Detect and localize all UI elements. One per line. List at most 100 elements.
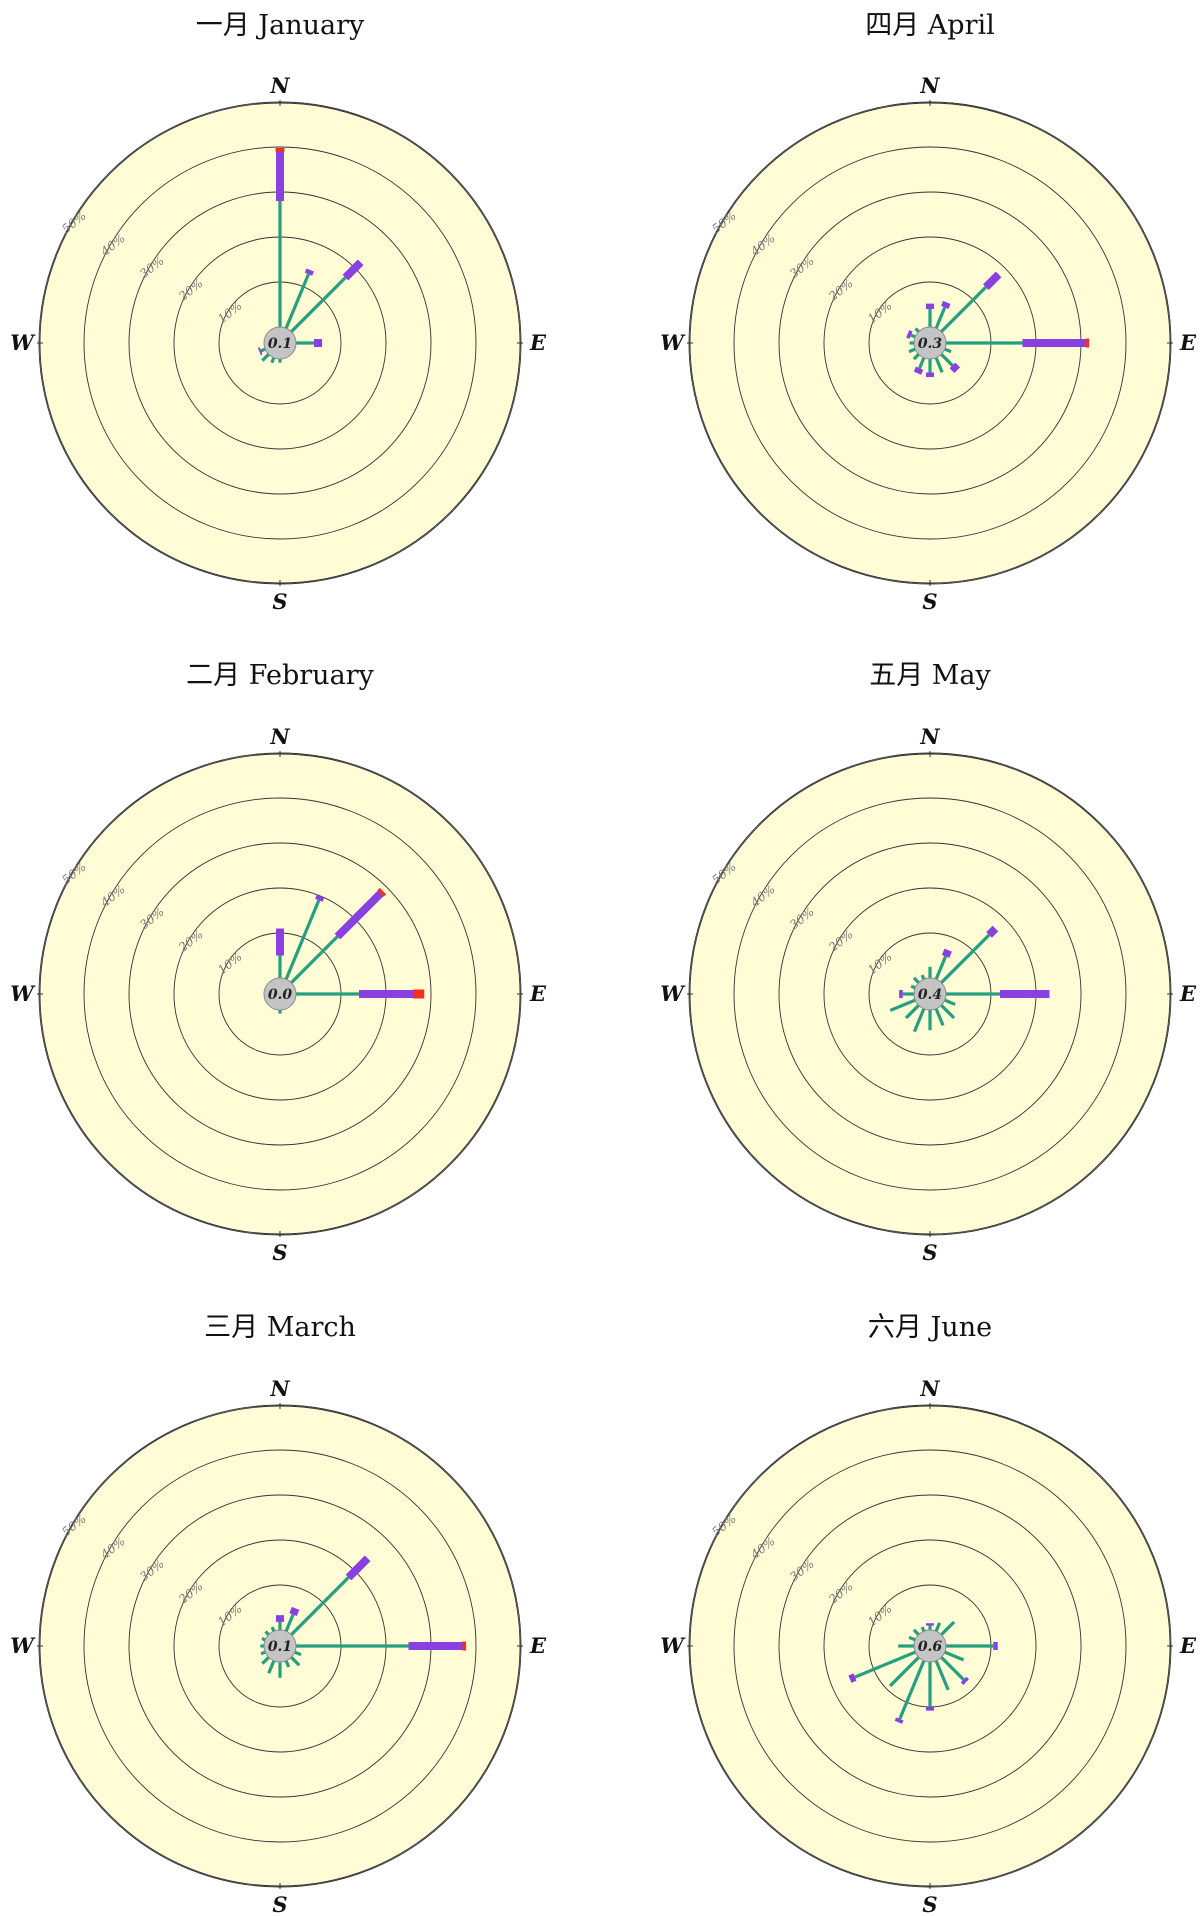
compass-s: S	[272, 1892, 287, 1916]
spoke-ssw-0	[918, 357, 926, 369]
spoke-ne-0	[290, 1576, 350, 1636]
spoke-wnw-1	[906, 330, 913, 339]
spoke-ne-1	[983, 271, 1002, 290]
chart-title: 一月 January	[196, 10, 365, 41]
spoke-nne-1	[941, 948, 952, 958]
spoke-ssw-0	[912, 1008, 926, 1033]
compass-n: N	[269, 1376, 290, 1401]
compass-w: W	[10, 330, 36, 355]
spoke-wnw-0	[910, 984, 916, 990]
spoke-sw-0	[904, 1004, 920, 1020]
calm-value: 0.4	[918, 987, 942, 1003]
spoke-ne-1	[986, 925, 999, 938]
calm-circle	[913, 1629, 947, 1663]
spoke-nnw-0	[920, 1626, 926, 1632]
compass-w: W	[10, 1633, 36, 1658]
spoke-ssw-1	[913, 366, 924, 375]
spoke-sse-0	[284, 1660, 291, 1668]
calm-value: 0.0	[268, 987, 293, 1003]
calm-circle	[263, 1629, 297, 1663]
spoke-ssw-1	[894, 1717, 904, 1724]
compass-n: N	[919, 1376, 940, 1401]
spoke-ese-0	[944, 998, 956, 1006]
spoke-nne-1	[315, 894, 325, 902]
spoke-wsw-0	[889, 998, 916, 1012]
spoke-wsw-1	[257, 347, 263, 356]
spoke-ne-1	[334, 890, 384, 940]
compass-w: W	[660, 330, 686, 355]
spoke-se-0	[940, 1004, 956, 1020]
spoke-se-0	[940, 1656, 965, 1681]
spoke-sse-0	[934, 1008, 945, 1027]
compass-s: S	[272, 589, 287, 614]
spoke-wsw-1	[848, 1673, 857, 1683]
spoke-ne-0	[290, 276, 347, 333]
spoke-wnw-0	[261, 1637, 266, 1642]
calm-value: 0.1	[268, 1639, 292, 1655]
spoke-nnw-0	[270, 1626, 276, 1632]
spoke-sw-0	[888, 1656, 920, 1688]
calm-circle	[263, 977, 297, 1011]
chart-title: 五月 May	[869, 660, 991, 691]
spoke-nnw-0	[920, 974, 926, 980]
spoke-nne-1	[289, 1606, 300, 1617]
spoke-ese-0	[944, 1650, 965, 1662]
spoke-ne-2	[377, 887, 387, 897]
spoke-se-0	[940, 353, 954, 367]
spoke-ssw-0	[267, 1660, 276, 1674]
spoke-ne-0	[290, 935, 339, 984]
spoke-nne-0	[934, 955, 948, 980]
spoke-sse-0	[934, 357, 944, 373]
spoke-sw-0	[261, 353, 270, 362]
spoke-nne-0	[934, 306, 947, 329]
compass-e: E	[529, 1633, 547, 1658]
compass-e: E	[1179, 981, 1197, 1006]
spoke-nw-0	[264, 1630, 270, 1636]
compass-w: W	[10, 981, 36, 1006]
compass-w: W	[660, 1633, 686, 1658]
ring-40	[733, 146, 1127, 540]
compass-e: E	[529, 330, 547, 355]
spoke-ssw-0	[898, 1660, 926, 1720]
compass-s: S	[272, 1240, 287, 1265]
compass-e: E	[1179, 330, 1197, 355]
calm-value: 0.1	[268, 336, 292, 352]
ring-40	[733, 797, 1127, 1191]
calm-value: 0.3	[918, 336, 943, 352]
spoke-ne-0	[940, 933, 991, 984]
spoke-sw-0	[261, 1656, 270, 1665]
ring-40	[83, 146, 477, 540]
compass-s: S	[922, 1240, 937, 1265]
spoke-nw-0	[914, 327, 920, 333]
spoke-wsw-0	[854, 1650, 916, 1679]
calm-circle	[913, 326, 947, 360]
calm-circle	[263, 326, 297, 360]
compass-n: N	[919, 73, 940, 98]
spoke-nne-1	[304, 268, 314, 276]
ring-30	[778, 842, 1082, 1146]
compass-e: E	[1179, 1633, 1197, 1658]
spoke-ne-1	[345, 1555, 371, 1581]
chart-title: 六月 June	[868, 1312, 992, 1343]
spoke-wsw-0	[260, 1650, 266, 1656]
chart-title: 二月 February	[186, 660, 374, 691]
spoke-ne-1	[342, 259, 364, 281]
spoke-wsw-0	[260, 347, 266, 353]
chart-title: 四月 April	[865, 10, 995, 41]
calm-value: 0.6	[918, 1639, 943, 1655]
spoke-sw-0	[912, 353, 920, 361]
spoke-wnw-0	[910, 333, 916, 339]
ring-40	[83, 1449, 477, 1843]
ring-30	[128, 842, 432, 1146]
spoke-ne-0	[940, 1620, 956, 1636]
spoke-nne-0	[934, 1622, 942, 1632]
chart-title: 三月 March	[204, 1312, 356, 1343]
spoke-nne-1	[941, 300, 951, 309]
ring-40	[83, 797, 477, 1191]
